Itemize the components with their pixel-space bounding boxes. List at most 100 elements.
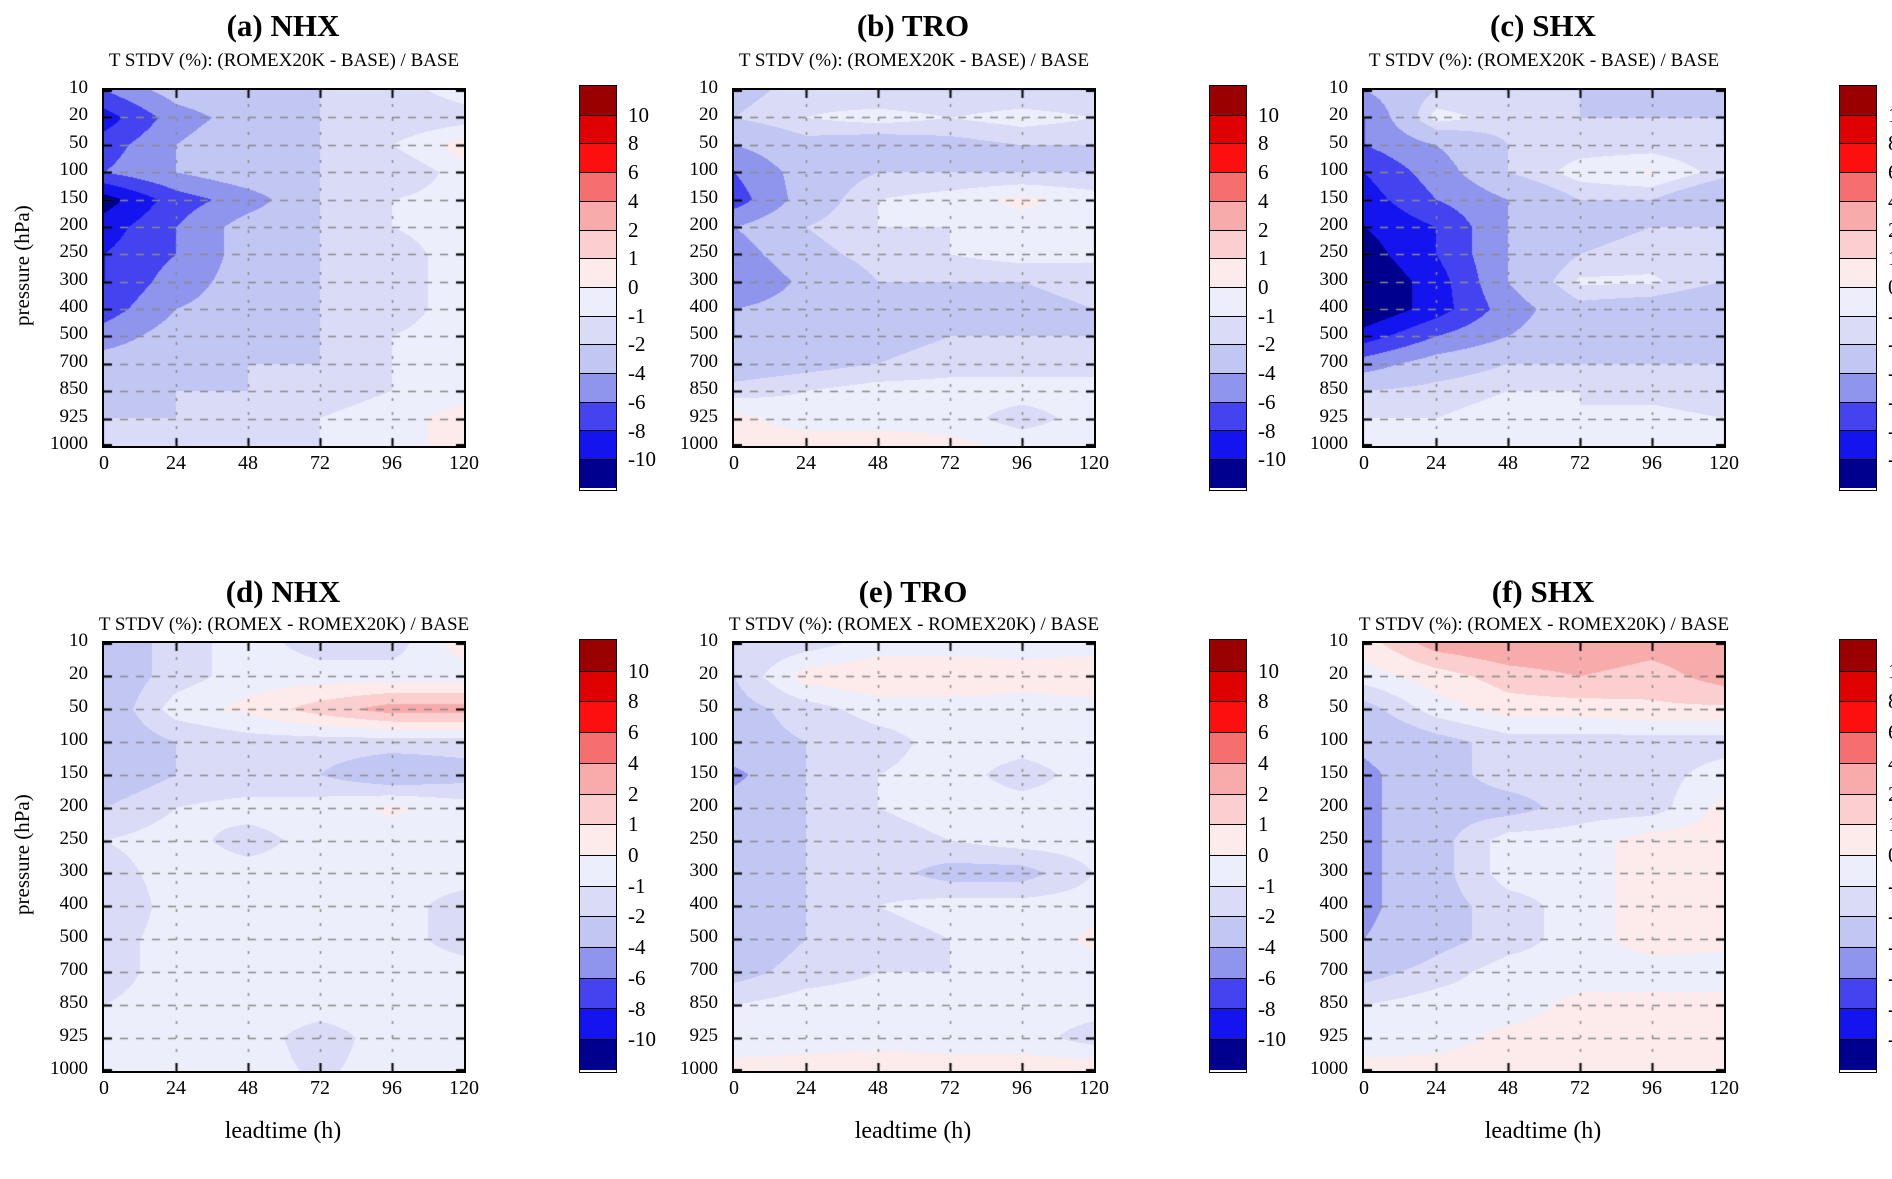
colorbar-label: -2 <box>628 904 646 929</box>
colorbar-label: -4 <box>628 361 646 386</box>
colorbar-label: -4 <box>1888 935 1892 959</box>
colorbar-band <box>580 430 616 460</box>
x-axis-ticks: 0 24 48 72 96 120 <box>1359 1077 1739 1103</box>
x-tick-label: 0 <box>1359 1077 1369 1099</box>
contour-plot-canvas <box>732 641 1096 1073</box>
x-tick-label: 120 <box>1709 452 1739 474</box>
colorbar-band <box>1840 114 1876 144</box>
colorbar-label: 6 <box>1258 160 1269 185</box>
y-tick-label: 200 <box>59 213 89 235</box>
contour-plot-canvas <box>102 88 466 448</box>
y-tick-label: 500 <box>689 323 719 345</box>
panel-title: (c) SHX <box>1490 8 1596 43</box>
colorbar-band <box>1840 1008 1876 1040</box>
y-tick-label: 400 <box>1319 893 1349 915</box>
contour-plot-canvas <box>1362 88 1726 448</box>
panel-subtitle: T STDV (%): (ROMEX - ROMEX20K) / BASE <box>98 614 470 635</box>
x-axis-ticks: 0 24 48 72 96 120 <box>729 1077 1109 1103</box>
colorbar-label: -1 <box>1258 873 1276 898</box>
colorbar-label: 0 <box>1258 843 1269 867</box>
panel-subtitle: T STDV (%): (ROMEX20K - BASE) / BASE <box>1368 50 1720 71</box>
y-tick-label: 10 <box>699 77 718 98</box>
y-tick-label: 20 <box>699 104 718 126</box>
colorbar-band <box>1840 459 1876 488</box>
y-tick-label: 300 <box>59 268 89 290</box>
y-tick-label: 20 <box>1329 662 1348 684</box>
colorbar-band <box>580 640 616 671</box>
y-tick-label: 250 <box>1319 827 1349 849</box>
colorbar-band <box>580 762 616 794</box>
colorbar-label: 1 <box>1258 246 1269 271</box>
colorbar-band <box>580 1039 616 1070</box>
colorbar-band <box>580 286 616 316</box>
y-tick-label: 150 <box>59 761 89 783</box>
colorbar-band <box>580 947 616 978</box>
colorbar-label: 4 <box>1258 188 1269 213</box>
x-tick-label: 96 <box>1012 452 1032 474</box>
panel-a-nhx: pressure (hPa) (a) NHX T STDV (%): (ROME… <box>2 0 656 558</box>
colorbar-label: 6 <box>1888 720 1892 744</box>
colorbar-band <box>1840 401 1876 431</box>
colorbar-label: -1 <box>1888 304 1892 328</box>
colorbar-label: -6 <box>1888 390 1892 414</box>
y-tick-label: 50 <box>1329 695 1348 717</box>
colorbar-label: 1 <box>1888 812 1892 836</box>
colorbar-label: 8 <box>628 689 639 714</box>
colorbar-band <box>1210 200 1246 230</box>
colorbar-label: 2 <box>1888 218 1892 242</box>
colorbar-label: 2 <box>1888 782 1892 806</box>
y-tick-label: 200 <box>1319 794 1349 816</box>
colorbar-label: 0 <box>628 843 639 867</box>
colorbar-label: -8 <box>1258 418 1276 443</box>
colorbar-band <box>1210 172 1246 201</box>
y-tick-label: 50 <box>699 695 718 717</box>
colorbar-label: -2 <box>1888 904 1892 928</box>
y-axis-ticks: 10 20 50 100 150 200 250 300 400 500 700 850 925 1000 <box>2 78 96 454</box>
y-tick-label: 150 <box>1319 761 1349 783</box>
x-tick-label: 24 <box>1426 452 1446 474</box>
y-axis-ticks: 10 20 50 100 150 200 250 300 400 500 700 850 925 1000 <box>632 631 726 1079</box>
colorbar-label: -1 <box>628 873 646 898</box>
colorbar-label: -2 <box>1258 332 1276 357</box>
colorbar-label: 2 <box>1258 217 1269 242</box>
colorbar-band <box>1210 640 1246 671</box>
panel-title: (a) NHX <box>226 8 340 43</box>
colorbar-label: 1 <box>1258 812 1269 837</box>
colorbar-band <box>580 916 616 948</box>
colorbar-band <box>580 977 616 1009</box>
colorbar-band <box>1210 430 1246 460</box>
colorbar-band <box>1210 885 1246 917</box>
y-tick-label: 1000 <box>1310 1058 1348 1079</box>
colorbar-label: 6 <box>628 160 639 185</box>
colorbar-label: -4 <box>1888 361 1892 385</box>
x-tick-label: 48 <box>868 1077 888 1099</box>
colorbar-band <box>1210 947 1246 978</box>
y-tick-label: 850 <box>689 378 719 400</box>
colorbar-band <box>1840 143 1876 173</box>
colorbar-label: 1 <box>628 812 639 837</box>
colorbar-band <box>1210 401 1246 431</box>
colorbar-band <box>1210 344 1246 374</box>
y-tick-label: 20 <box>1329 104 1348 126</box>
colorbar-band <box>580 114 616 144</box>
colorbar-band <box>1840 916 1876 948</box>
x-tick-label: 24 <box>1426 1077 1446 1099</box>
colorbar-band <box>1840 885 1876 917</box>
y-tick-label: 850 <box>59 378 89 400</box>
colorbar-band <box>580 86 616 115</box>
colorbar-label: -8 <box>628 418 646 443</box>
colorbar-label: -10 <box>1258 447 1286 472</box>
panel-b-tro: (b) TRO T STDV (%): (ROMEX20K - BASE) / … <box>632 0 1286 558</box>
y-tick-label: 850 <box>1319 992 1349 1014</box>
y-tick-label: 925 <box>1319 1025 1349 1047</box>
y-tick-label: 925 <box>689 1025 719 1047</box>
x-tick-label: 48 <box>238 1077 258 1099</box>
x-tick-label: 24 <box>166 452 186 474</box>
y-tick-label: 300 <box>1319 860 1349 882</box>
colorbar-label: 1 <box>1888 246 1892 270</box>
y-tick-label: 10 <box>69 630 88 651</box>
colorbar-band <box>580 344 616 374</box>
